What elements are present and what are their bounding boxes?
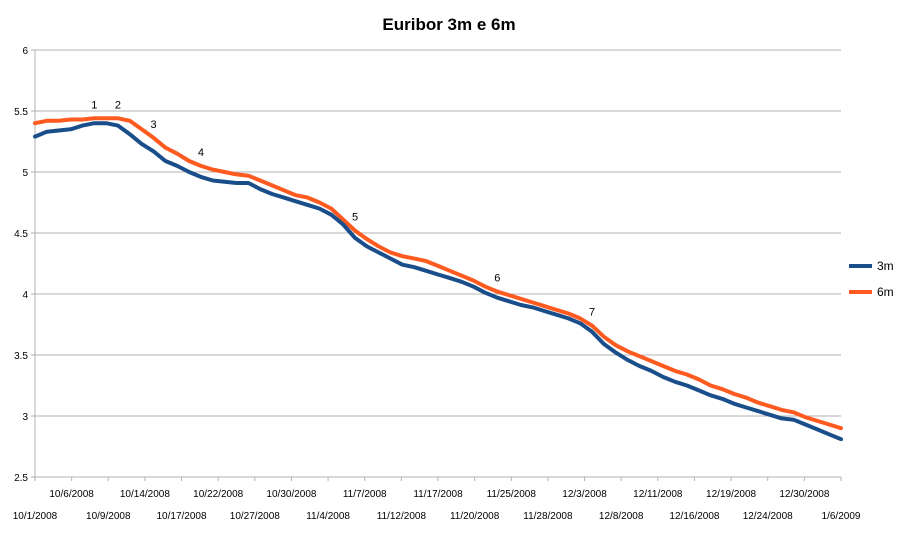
x-tick-label: 10/1/2008 bbox=[13, 511, 58, 522]
y-tick-label: 3.5 bbox=[14, 351, 28, 362]
annotation-label: 7 bbox=[589, 307, 595, 319]
y-tick-label: 6 bbox=[22, 46, 28, 57]
x-tick-labels: 10/1/2008 10/6/2008 10/9/2008 10/14/2008 10/… bbox=[13, 489, 861, 522]
legend-label-3m: 3m bbox=[877, 259, 894, 273]
annotation-label: 3 bbox=[150, 119, 156, 131]
annotation-label: 2 bbox=[115, 99, 121, 111]
x-tick-label: 10/27/2008 bbox=[230, 511, 280, 522]
annotation-label: 1 bbox=[91, 99, 97, 111]
x-tick-label: 10/9/2008 bbox=[86, 511, 131, 522]
x-tick-label: 12/19/2008 bbox=[706, 489, 756, 500]
x-tick-label: 11/12/2008 bbox=[377, 511, 427, 522]
gridlines bbox=[35, 49, 841, 478]
axes bbox=[31, 49, 842, 481]
x-tick-label: 12/3/2008 bbox=[562, 489, 607, 500]
y-tick-label: 4 bbox=[22, 290, 28, 301]
y-tick-label: 5.5 bbox=[14, 107, 28, 118]
annotation-label: 4 bbox=[198, 147, 204, 159]
series-line-6m bbox=[33, 116, 843, 431]
x-tick-label: 11/20/2008 bbox=[450, 511, 500, 522]
legend: 3m 6m bbox=[849, 259, 894, 299]
x-tick-label: 11/4/2008 bbox=[306, 511, 350, 522]
y-tick-label: 2.5 bbox=[14, 473, 28, 484]
x-tick-label: 12/16/2008 bbox=[669, 511, 719, 522]
x-tick-label: 1/6/2009 bbox=[822, 511, 861, 522]
x-tick-label: 11/25/2008 bbox=[487, 489, 537, 500]
y-tick-labels: 2.5 3 3.5 4 4.5 5 5.5 6 bbox=[14, 46, 28, 484]
y-tick-label: 3 bbox=[22, 412, 28, 423]
x-tick-label: 10/6/2008 bbox=[49, 489, 94, 500]
series-lines bbox=[33, 116, 843, 442]
x-tick-label: 11/17/2008 bbox=[413, 489, 463, 500]
x-tick-label: 11/7/2008 bbox=[343, 489, 387, 500]
legend-label-6m: 6m bbox=[877, 285, 894, 299]
y-tick-label: 5 bbox=[22, 168, 28, 179]
chart-title: Euribor 3m e 6m bbox=[382, 15, 515, 34]
x-tick-label: 10/30/2008 bbox=[266, 489, 316, 500]
annotation-label: 6 bbox=[494, 273, 500, 285]
x-tick-label: 10/22/2008 bbox=[193, 489, 243, 500]
x-tick-label: 10/14/2008 bbox=[120, 489, 170, 500]
y-tick-label: 4.5 bbox=[14, 229, 28, 240]
x-tick-label: 10/17/2008 bbox=[157, 511, 207, 522]
x-tick-label: 12/8/2008 bbox=[599, 511, 644, 522]
x-tick-label: 12/24/2008 bbox=[743, 511, 793, 522]
series-line-3m bbox=[33, 121, 843, 442]
annotations: 1 2 3 4 5 6 7 bbox=[91, 99, 595, 318]
x-tick-label: 12/11/2008 bbox=[633, 489, 683, 500]
x-tick-label: 12/30/2008 bbox=[779, 489, 829, 500]
x-tick-label: 11/28/2008 bbox=[523, 511, 573, 522]
annotation-label: 5 bbox=[352, 212, 358, 224]
